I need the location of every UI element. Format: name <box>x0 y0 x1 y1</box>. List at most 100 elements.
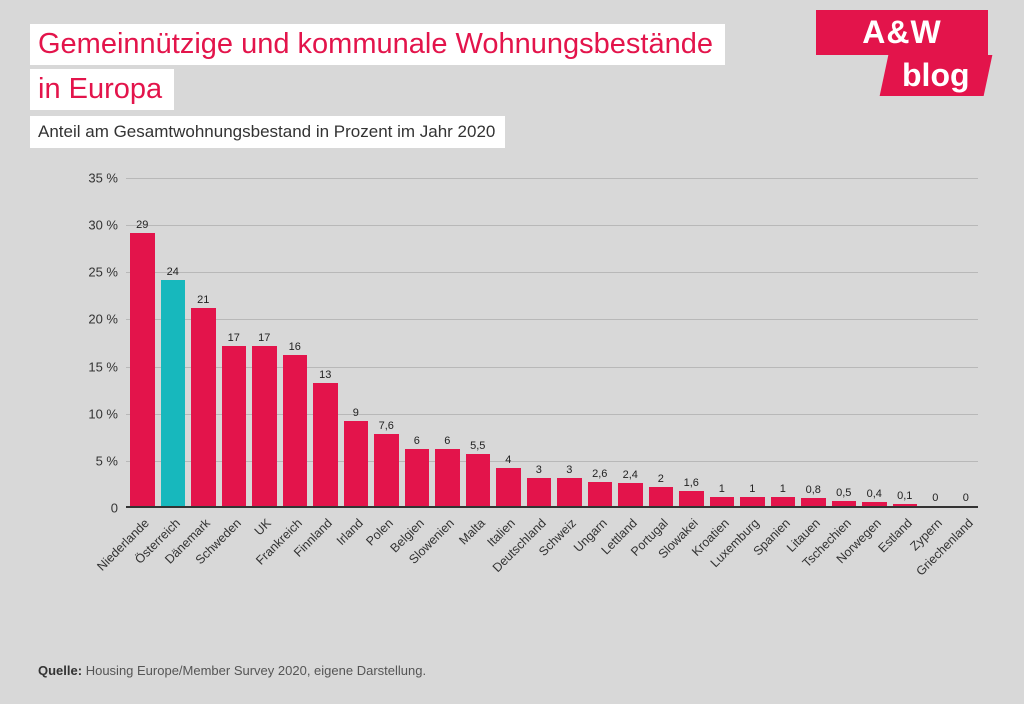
x-axis-labels: NiederlandeÖsterreichDänemarkSchwedenUKF… <box>126 516 978 616</box>
bar <box>588 482 613 507</box>
bar-wrap: 21 <box>191 294 216 506</box>
x-axis-label: Schweiz <box>557 516 582 616</box>
bar-value-label: 6 <box>444 435 450 447</box>
bar <box>618 483 643 506</box>
bar-wrap: 13 <box>313 369 338 506</box>
x-axis-label: Polen <box>374 516 399 616</box>
x-axis-label: Malta <box>466 516 491 616</box>
x-axis-label: Spanien <box>771 516 796 616</box>
bar-value-label: 0,5 <box>836 487 851 499</box>
chart-source: Quelle: Housing Europe/Member Survey 202… <box>38 663 426 678</box>
logo-bottom: blog <box>880 55 992 96</box>
bar <box>344 421 369 506</box>
x-axis-label: Schweden <box>222 516 247 616</box>
bar <box>862 502 887 506</box>
bar-value-label: 3 <box>566 464 572 476</box>
x-axis-label: Finnland <box>313 516 338 616</box>
bar-wrap: 3 <box>557 464 582 506</box>
bar-wrap: 3 <box>527 464 552 506</box>
bar-value-label: 0,4 <box>867 488 882 500</box>
bar <box>801 498 826 506</box>
bar <box>893 504 918 506</box>
bar <box>252 346 277 506</box>
brand-logo: A&W blog <box>816 10 988 105</box>
x-axis-label: Portugal <box>649 516 674 616</box>
bar <box>435 449 460 506</box>
bar <box>313 383 338 506</box>
bar <box>496 468 521 506</box>
bar-value-label: 2,6 <box>592 468 607 480</box>
bar-wrap: 1 <box>710 483 735 506</box>
bar-wrap: 6 <box>405 435 430 506</box>
bar-value-label: 6 <box>414 435 420 447</box>
x-axis-label: Luxemburg <box>740 516 765 616</box>
bar-value-label: 0,1 <box>897 490 912 502</box>
bar-wrap: 16 <box>283 341 308 506</box>
y-axis-label: 35 % <box>68 171 118 186</box>
bar <box>679 491 704 506</box>
bar-wrap: 0,5 <box>832 487 857 506</box>
bar-wrap: 1,6 <box>679 477 704 506</box>
bar-wrap: 24 <box>161 266 186 506</box>
bar <box>557 478 582 506</box>
bar-wrap: 0 <box>923 492 948 506</box>
bar-wrap: 2 <box>649 473 674 506</box>
bar-chart: 05 %10 %15 %20 %25 %30 %35 %292421171716… <box>68 178 978 608</box>
bar-wrap: 0,8 <box>801 484 826 506</box>
source-text: Housing Europe/Member Survey 2020, eigen… <box>86 663 426 678</box>
x-axis-label: Irland <box>344 516 369 616</box>
bar-value-label: 0,8 <box>806 484 821 496</box>
bar-value-label: 1 <box>780 483 786 495</box>
bar-value-label: 3 <box>536 464 542 476</box>
bar <box>405 449 430 506</box>
bar-value-label: 5,5 <box>470 440 485 452</box>
bar-value-label: 7,6 <box>379 420 394 432</box>
x-axis-label: Lettland <box>618 516 643 616</box>
bar-value-label: 2 <box>658 473 664 485</box>
bar-value-label: 13 <box>319 369 331 381</box>
chart-title-line2: in Europa <box>30 69 174 110</box>
bar <box>771 497 796 506</box>
y-axis-label: 0 <box>68 501 118 516</box>
bar <box>740 497 765 506</box>
x-axis-label: Griechenland <box>954 516 979 616</box>
x-axis-label: Norwegen <box>862 516 887 616</box>
bar-wrap: 0,4 <box>862 488 887 506</box>
bar-value-label: 1 <box>719 483 725 495</box>
bar-wrap: 6 <box>435 435 460 506</box>
bar-value-label: 17 <box>258 332 270 344</box>
bar-wrap: 5,5 <box>466 440 491 506</box>
bar-value-label: 29 <box>136 219 148 231</box>
bar-wrap: 0,1 <box>893 490 918 506</box>
bars-container: 2924211717161397,6665,54332,62,421,61110… <box>126 178 978 506</box>
bar-value-label: 0 <box>932 492 938 504</box>
bar <box>527 478 552 506</box>
bar <box>130 233 155 506</box>
bar-value-label: 2,4 <box>623 469 638 481</box>
bar <box>374 434 399 506</box>
logo-top: A&W <box>816 10 988 55</box>
x-axis-label: Estland <box>893 516 918 616</box>
x-axis-label: Frankreich <box>283 516 308 616</box>
source-label: Quelle: <box>38 663 82 678</box>
y-axis-label: 5 % <box>68 453 118 468</box>
bar-wrap: 9 <box>344 407 369 506</box>
bar <box>283 355 308 506</box>
x-axis-label: Slowakei <box>679 516 704 616</box>
y-axis-label: 10 % <box>68 406 118 421</box>
bar-value-label: 17 <box>228 332 240 344</box>
bar-wrap: 29 <box>130 219 155 506</box>
y-axis-label: 20 % <box>68 312 118 327</box>
bar-value-label: 4 <box>505 454 511 466</box>
x-axis-label: Deutschland <box>527 516 552 616</box>
bar-value-label: 9 <box>353 407 359 419</box>
bar <box>710 497 735 506</box>
y-axis-label: 15 % <box>68 359 118 374</box>
bar-value-label: 24 <box>167 266 179 278</box>
bar-value-label: 1,6 <box>684 477 699 489</box>
plot-area: 05 %10 %15 %20 %25 %30 %35 %292421171716… <box>126 178 978 508</box>
y-axis-label: 30 % <box>68 218 118 233</box>
chart-title-line1: Gemeinnützige und kommunale Wohnungsbest… <box>30 24 725 65</box>
bar-value-label: 1 <box>749 483 755 495</box>
bar-value-label: 0 <box>963 492 969 504</box>
